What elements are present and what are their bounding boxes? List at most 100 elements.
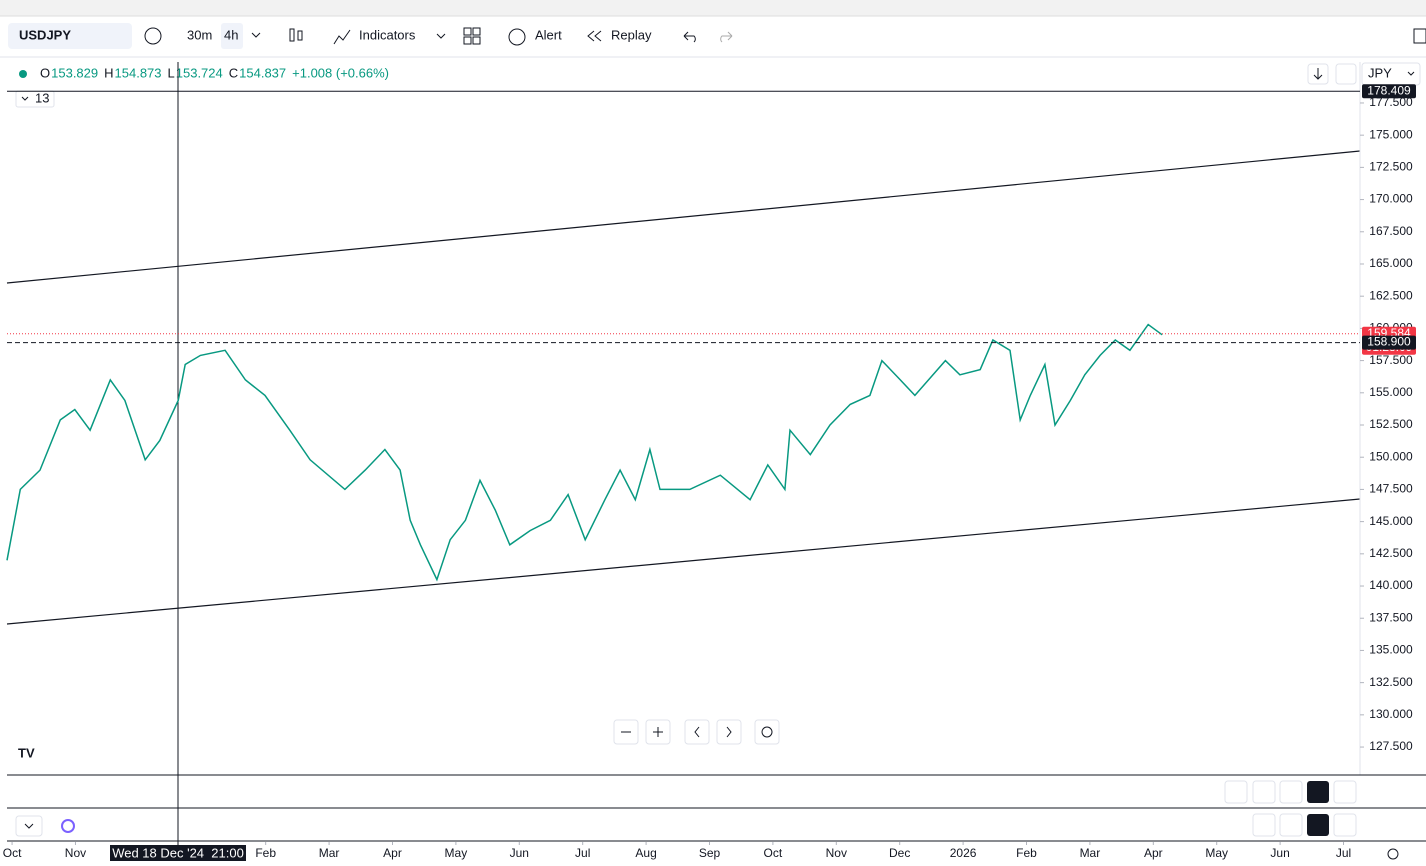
zoom-controls [613,719,780,745]
y-tick-label: 147.500 [1369,482,1413,496]
y-tick-label: 165.000 [1369,256,1413,270]
settings[interactable] [1387,848,1399,860]
x-tick-label: Mar [319,846,340,860]
interval[interactable]: 30m [187,27,212,42]
indicators-icon[interactable] [333,29,351,45]
currency[interactable]: JPY [1368,65,1392,80]
icon [1313,68,1323,80]
x-tick-label: Jun [1270,846,1289,860]
x-tick-label: May [445,846,468,860]
layout-icon[interactable] [463,27,472,36]
layout-icon [472,27,481,36]
redo[interactable] [720,31,733,43]
bookmark-bar [0,0,1426,16]
chart-type-icon[interactable] [289,28,295,42]
y-tick-label: 132.500 [1369,675,1413,689]
x-tick-label: May [1205,846,1228,860]
icon [726,726,732,738]
x-tick-label: Jul [575,846,590,860]
reset[interactable] [754,719,780,745]
x-tick-label: Jul [1336,846,1351,860]
dropdown[interactable] [251,32,261,38]
x-tick-label: Aug [635,846,656,860]
fullscreen[interactable] [1413,28,1426,44]
replay[interactable]: Replay [611,27,652,42]
symbol-box[interactable] [8,23,132,49]
delete[interactable] [1279,813,1303,837]
legend-value: 153.724 [176,65,223,80]
chevron [1407,71,1415,76]
x-tick-label: Feb [255,846,276,860]
trend-line[interactable] [6,150,1361,284]
dropdown[interactable] [436,33,446,39]
legend-value: 154.837 [239,65,286,80]
x-tick-label: Feb [1016,846,1037,860]
y-tick-label: 150.000 [1369,449,1413,463]
y-tick-label: 152.500 [1369,417,1413,431]
layout-icon [463,36,472,45]
delete[interactable] [1279,780,1303,804]
y-tick-label: 130.000 [1369,707,1413,721]
x-tick-label: Mar [1080,846,1101,860]
price-label-bg [1362,335,1416,350]
undo[interactable] [683,31,696,43]
trend-line[interactable] [6,498,1361,625]
logo[interactable]: TV [18,745,35,760]
y-tick-label: 145.000 [1369,514,1413,528]
move-up[interactable] [1224,780,1248,804]
y-tick-label: 155.000 [1369,385,1413,399]
alert-icon[interactable] [508,28,526,46]
move-up[interactable] [1252,813,1276,837]
indicator-count[interactable]: 13 [35,90,49,105]
indicators[interactable]: Indicators [359,27,416,42]
collapse[interactable] [1333,813,1357,837]
y-tick-label: 135.000 [1369,643,1413,657]
maximize[interactable] [1307,814,1329,836]
collapse[interactable] [1333,780,1357,804]
x-tick-label: Nov [65,846,86,860]
price-label-bg [1362,84,1416,99]
x-tick-label: 2026 [950,846,977,860]
replay-icon[interactable] [587,30,602,42]
price-line [6,323,1163,582]
chevron [24,823,34,829]
x-tick-label: Apr [1144,846,1163,860]
move-down[interactable] [1252,780,1276,804]
y-tick-label: 172.500 [1369,160,1413,174]
add-symbol[interactable] [144,27,162,45]
layout-icon [472,36,481,45]
pane-buttons [15,780,1357,837]
x-tick-label: Sep [699,846,721,860]
scroll-left[interactable] [684,719,710,745]
x-tick-label: Oct [764,846,783,860]
interval[interactable]: 4h [224,27,238,42]
legend-key: L [168,65,175,80]
legend-value: 154.873 [115,65,162,80]
legend-key: O [40,65,50,80]
y-tick-label: 140.000 [1369,578,1413,592]
x-tick-label: Dec [889,846,910,860]
y-tick-label: 162.500 [1369,288,1413,302]
y-tick-label: 127.500 [1369,739,1413,753]
pane-toggle[interactable] [15,815,43,837]
price-label: 158.900 [1367,335,1411,349]
crosshair-label-bg [110,845,246,861]
y-tick-label: 177.500 [1369,95,1413,109]
alert[interactable]: Alert [535,27,562,42]
icon [761,726,773,738]
plot: 127.500 130.000 132.500 135.000 137.500 140.0… [3,83,1416,860]
legend-value: 153.829 [51,65,98,80]
symbol[interactable]: USDJPY [19,27,71,42]
scroll-right[interactable] [716,719,742,745]
y-tick-label: 170.000 [1369,192,1413,206]
sync[interactable] [61,819,75,833]
price-label: 178.409 [1367,83,1411,97]
y-tick-label: 137.500 [1369,610,1413,624]
icon [694,726,700,738]
y-tick-label: 157.500 [1369,353,1413,367]
x-tick-label: Apr [383,846,402,860]
btn[interactable] [1335,63,1357,85]
maximize[interactable] [1307,781,1329,803]
